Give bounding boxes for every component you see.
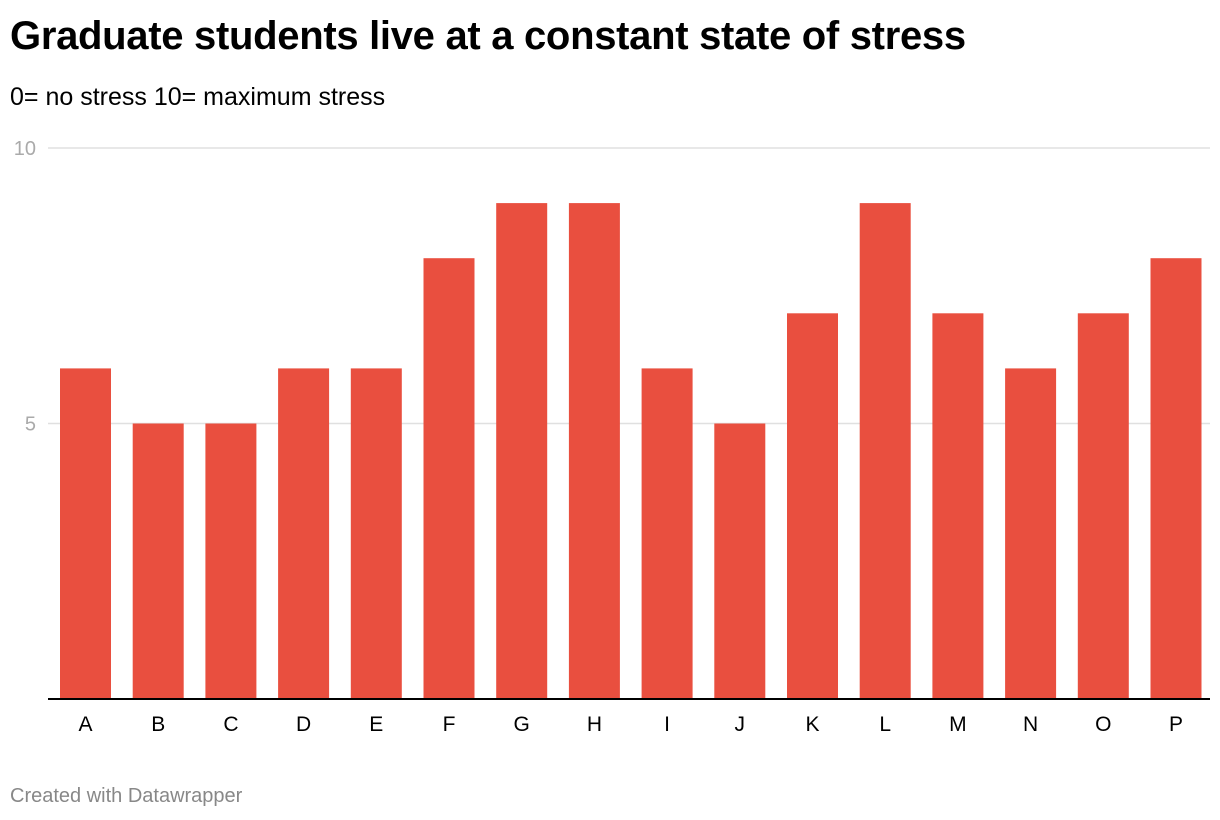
x-category-label: O — [1095, 713, 1111, 736]
x-category-label: K — [805, 713, 819, 736]
bar-l — [859, 203, 911, 699]
bar-h — [568, 203, 620, 699]
x-category-label: H — [587, 713, 602, 736]
x-category-label: B — [151, 713, 165, 736]
chart-title: Graduate students live at a constant sta… — [10, 14, 966, 58]
x-category-label: P — [1169, 713, 1183, 736]
bar-b — [132, 423, 184, 699]
x-category-label: A — [78, 713, 92, 736]
x-category-label: L — [879, 713, 891, 736]
x-category-label: J — [735, 713, 746, 736]
x-category-label: E — [369, 713, 383, 736]
bars — [60, 203, 1202, 699]
y-tick-label: 10 — [14, 138, 36, 160]
bar-f — [423, 258, 475, 699]
x-category-label: M — [949, 713, 967, 736]
x-category-label: G — [514, 713, 530, 736]
x-category-label: D — [296, 713, 311, 736]
x-category-label: N — [1023, 713, 1038, 736]
bar-j — [714, 423, 766, 699]
bar-c — [205, 423, 257, 699]
bar-chart: 5 10 A B C D E F G H I J K L M N O P — [14, 138, 1210, 736]
bar-e — [350, 368, 402, 699]
bar-o — [1077, 313, 1129, 699]
bar-a — [60, 368, 111, 699]
x-category-label: C — [223, 713, 238, 736]
bar-d — [278, 368, 330, 699]
x-category-label: F — [443, 713, 456, 736]
bar-m — [932, 313, 984, 699]
bar-n — [1005, 368, 1057, 699]
bar-i — [641, 368, 693, 699]
footer-credit: Created with Datawrapper — [10, 785, 243, 807]
x-axis: A B C D E F G H I J K L M N O P — [48, 698, 1210, 736]
bar-k — [787, 313, 838, 699]
y-tick-label: 5 — [25, 414, 36, 436]
chart-subtitle: 0= no stress 10= maximum stress — [10, 83, 386, 111]
bar-p — [1150, 258, 1202, 699]
x-category-label: I — [664, 713, 670, 736]
bar-g — [496, 203, 548, 699]
